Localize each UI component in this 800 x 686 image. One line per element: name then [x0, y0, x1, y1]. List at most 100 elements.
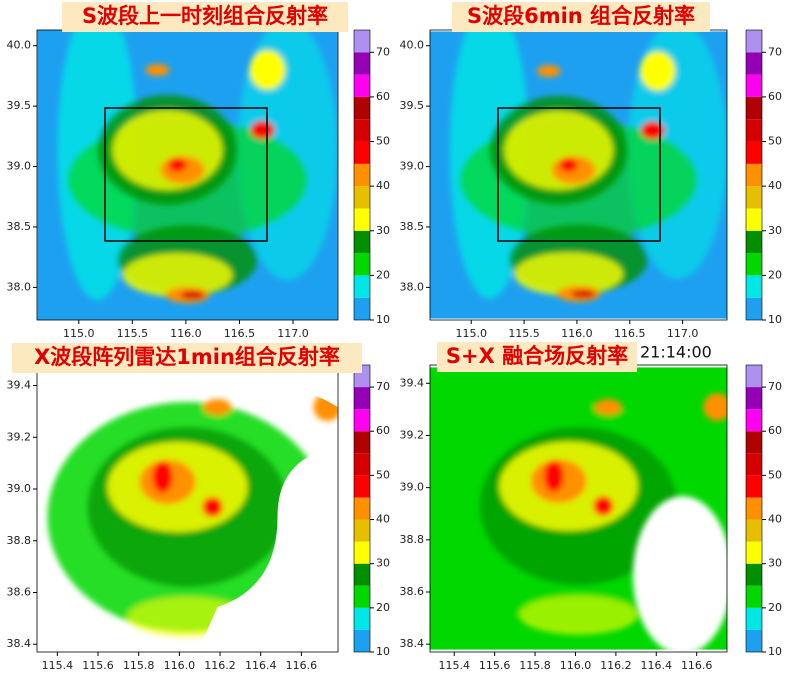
radar-field — [48, 393, 342, 637]
colorbar-tick-label: 40 — [768, 513, 782, 526]
colorbar-tick-label: 40 — [376, 513, 390, 526]
x-tick-label: 115.0 — [455, 327, 487, 340]
colorbar-segment — [746, 365, 762, 388]
colorbar-tick-label: 70 — [376, 380, 390, 393]
y-tick-label: 39.0 — [400, 481, 425, 494]
y-tick-label: 39.0 — [400, 160, 425, 173]
y-tick-label: 40.0 — [400, 39, 425, 52]
colorbar-tick-label: 50 — [376, 468, 390, 481]
y-tick-label: 38.5 — [400, 220, 425, 233]
colorbar-segment — [354, 431, 370, 454]
colorbar-segment — [746, 475, 762, 498]
colorbar-tick-label: 30 — [768, 557, 782, 570]
panel-title: S+X 融合场反射率 — [446, 344, 628, 368]
y-tick-label: 39.0 — [7, 160, 32, 173]
colorbar-tick-label: 60 — [768, 424, 782, 437]
colorbar-tick-label: 20 — [376, 601, 390, 614]
x-tick-label: 116.4 — [641, 659, 673, 672]
colorbar-segment — [746, 141, 762, 164]
colorbar-tick-label: 60 — [376, 424, 390, 437]
colorbar-segment — [746, 541, 762, 564]
colorbar-segment — [746, 208, 762, 231]
radar-field — [430, 367, 727, 652]
colorbar-segment — [746, 563, 762, 586]
y-tick-label: 38.6 — [7, 585, 32, 598]
y-tick-label: 39.5 — [7, 99, 32, 112]
y-tick-label: 38.4 — [7, 637, 32, 650]
colorbar-tick-label: 30 — [376, 557, 390, 570]
x-tick-label: 116.0 — [170, 327, 202, 340]
colorbar-segment — [354, 230, 370, 254]
y-tick-label: 38.5 — [7, 220, 32, 233]
x-tick-label: 115.5 — [508, 327, 540, 340]
colorbar-tick-label: 60 — [768, 90, 782, 103]
y-tick-label: 39.2 — [7, 430, 32, 443]
y-tick-label: 38.4 — [400, 637, 425, 650]
x-tick-label: 116.0 — [164, 659, 196, 672]
colorbar-segment — [746, 275, 762, 298]
y-tick-label: 40.0 — [7, 39, 32, 52]
y-tick-label: 38.8 — [400, 533, 425, 546]
x-tick-label: 116.0 — [560, 659, 592, 672]
y-tick-label: 39.4 — [400, 376, 425, 389]
x-tick-label: 115.4 — [42, 659, 74, 672]
colorbar-segment — [746, 52, 762, 75]
colorbar-tick-label: 70 — [376, 45, 390, 58]
panel-title: X波段阵列雷达1min组合反射率 — [34, 345, 340, 369]
colorbar-segment — [354, 629, 370, 652]
x-tick-label: 116.2 — [600, 659, 632, 672]
y-tick-label: 38.8 — [7, 534, 32, 547]
colorbar-frame — [353, 29, 371, 321]
panel-title: S波段上一时刻组合反射率 — [82, 4, 328, 28]
colorbar-segment — [354, 96, 370, 120]
colorbar-segment — [354, 387, 370, 410]
colorbar-tick-label: 10 — [376, 645, 390, 658]
x-tick-label: 116.5 — [614, 327, 646, 340]
y-tick-label: 38.6 — [400, 585, 425, 598]
colorbar-segment — [746, 30, 762, 53]
colorbar-tick-label: 50 — [768, 468, 782, 481]
colorbar-segment — [354, 163, 370, 187]
colorbar-tick-label: 20 — [768, 601, 782, 614]
colorbar-segment — [746, 585, 762, 608]
title-background — [437, 342, 637, 372]
y-tick-label: 39.0 — [7, 482, 32, 495]
colorbar-tick-label: 50 — [768, 135, 782, 148]
y-tick-label: 39.2 — [400, 428, 425, 441]
x-tick-label: 117.0 — [277, 327, 309, 340]
colorbar-segment — [354, 453, 370, 476]
colorbar-tick-label: 30 — [768, 224, 782, 237]
colorbar-segment — [354, 475, 370, 498]
title-background — [62, 2, 348, 32]
colorbar-tick-label: 10 — [768, 313, 782, 326]
colorbar-tick-label: 30 — [376, 224, 390, 237]
title-background — [12, 343, 362, 373]
time-label: 21:14:00 — [640, 343, 712, 362]
colorbar-frame — [745, 29, 763, 321]
region-box — [104, 107, 268, 242]
colorbar-tick-label: 20 — [768, 268, 782, 281]
colorbar-tick-label: 40 — [768, 179, 782, 192]
radar-field — [430, 2, 727, 319]
y-tick-label: 38.0 — [400, 280, 425, 293]
radar-field — [38, 0, 338, 320]
panel-title: S波段6min 组合反射率 — [467, 4, 695, 28]
y-tick-label: 39.5 — [400, 99, 425, 112]
colorbar-segment — [746, 409, 762, 432]
title-background — [452, 2, 710, 32]
colorbar-segment — [746, 119, 762, 142]
x-tick-label: 115.8 — [123, 659, 155, 672]
colorbar-segment — [746, 497, 762, 520]
colorbar-segment — [354, 253, 370, 276]
x-tick-label: 115.6 — [82, 659, 114, 672]
colorbar-segment — [354, 141, 370, 164]
colorbar-segment — [746, 453, 762, 476]
y-tick-label: 39.4 — [7, 379, 32, 392]
x-tick-label: 116.4 — [245, 659, 277, 672]
colorbar-tick-label: 40 — [376, 179, 390, 192]
x-tick-label: 116.0 — [561, 327, 593, 340]
x-tick-label: 116.5 — [224, 327, 256, 340]
x-tick-label: 115.4 — [438, 659, 470, 672]
colorbar-segment — [354, 541, 370, 564]
colorbar-segment — [354, 585, 370, 608]
